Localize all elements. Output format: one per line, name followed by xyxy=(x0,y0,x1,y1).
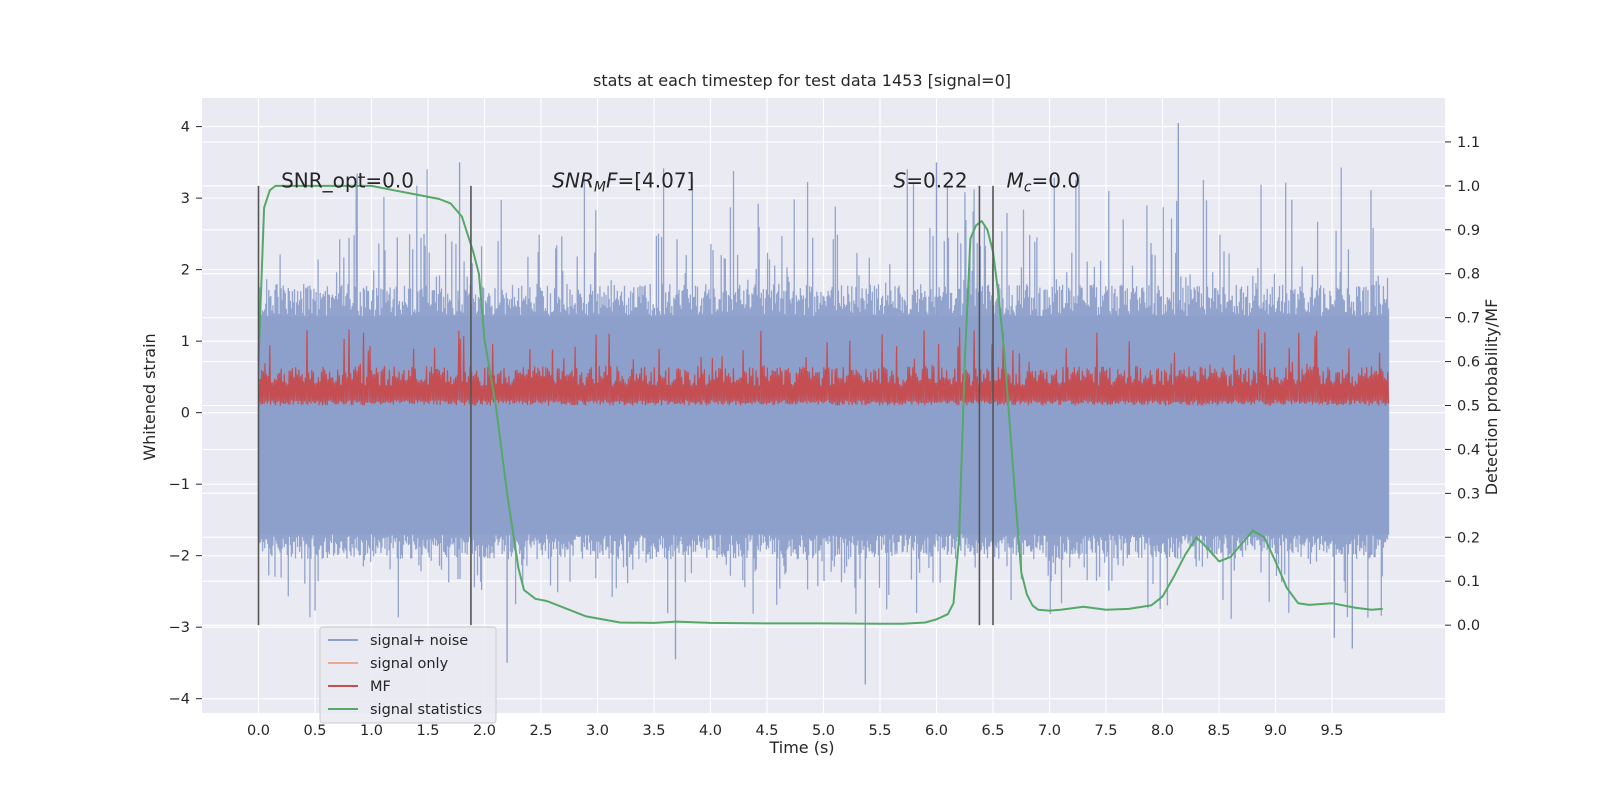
signal-noise-layer xyxy=(257,123,1390,685)
x-tick-label: 2.0 xyxy=(473,723,496,739)
y-ticks-right: 1.1 1.0 0.9 0.8 0.7 0.6 0.5 0.4 0.3 0.2 0.1 0.0 xyxy=(1445,135,1480,634)
y-tick-label-right: 0.2 xyxy=(1457,530,1480,546)
legend-box xyxy=(319,626,497,724)
y-tick-label-right: 0.0 xyxy=(1457,618,1480,634)
legend-label-mf: MF xyxy=(370,679,391,695)
x-axis-label: Time (s) xyxy=(768,738,834,757)
x-tick-label: 7.0 xyxy=(1038,723,1061,739)
annotation-s: S=0.22 xyxy=(894,168,968,192)
y-tick-label-left: −4 xyxy=(169,692,190,708)
x-tick-label: 7.5 xyxy=(1094,723,1117,739)
y-tick-label-left: 0 xyxy=(181,406,190,422)
y-tick-label-left: −2 xyxy=(169,549,190,565)
y-tick-label-right: 0.9 xyxy=(1457,223,1480,239)
signal-noise-spikes xyxy=(458,123,1353,685)
y-tick-label-left: 3 xyxy=(181,191,190,207)
x-ticks: 0.0 0.5 1.0 1.5 2.0 2.5 3.0 3.5 4.0 4.5 5.0 5.5 6.0 6… xyxy=(247,723,1344,739)
legend-label-signal-only: signal only xyxy=(370,656,449,672)
y-tick-label-right: 0.3 xyxy=(1457,486,1480,502)
annotation-snr-opt: SNR_opt=0.0 xyxy=(281,168,414,192)
x-tick-label: 4.0 xyxy=(699,723,722,739)
x-tick-label: 3.0 xyxy=(586,723,609,739)
y-tick-label-left: 1 xyxy=(181,334,190,350)
y-tick-label-right: 0.7 xyxy=(1457,311,1480,327)
y-tick-label-right: 0.1 xyxy=(1457,574,1480,590)
y-tick-label-left: 4 xyxy=(181,120,190,136)
vline-layer xyxy=(257,185,994,626)
chart-title: stats at each timestep for test data 145… xyxy=(593,71,1011,90)
x-tick-label: 3.5 xyxy=(642,723,665,739)
legend: signal+ noise signal only MF signal stat… xyxy=(319,626,497,724)
legend-label-signal-noise: signal+ noise xyxy=(370,633,468,649)
x-tick-label: 6.5 xyxy=(981,723,1004,739)
y-ticks-left: 4 3 2 1 0 −1 −2 −3 −4 xyxy=(169,120,202,708)
x-tick-label: 8.0 xyxy=(1151,723,1174,739)
signal-statistics-layer xyxy=(257,184,1383,625)
annotation-snr-mf: SNRMF=[4.07] xyxy=(552,168,694,195)
x-tick-label: 0.0 xyxy=(247,723,270,739)
annotation-mc: Mc=0.0 xyxy=(1007,168,1081,195)
signal-noise-core xyxy=(258,316,1389,535)
x-tick-label: 4.5 xyxy=(755,723,778,739)
x-tick-label: 9.5 xyxy=(1320,723,1343,739)
y-axis-label-right: Detection probability/MF xyxy=(1482,299,1501,496)
y-tick-label-right: 0.4 xyxy=(1457,442,1480,458)
x-tick-label: 2.5 xyxy=(529,723,552,739)
y-tick-label-right: 0.5 xyxy=(1457,399,1480,415)
x-tick-label: 8.5 xyxy=(1207,723,1230,739)
y-tick-label-left: −3 xyxy=(169,620,190,636)
x-tick-label: 0.5 xyxy=(303,723,326,739)
mf-trace xyxy=(257,327,1390,406)
x-tick-label: 6.0 xyxy=(925,723,948,739)
x-tick-label: 1.0 xyxy=(360,723,383,739)
mf-layer xyxy=(257,327,1390,406)
signal-statistics-trace xyxy=(257,184,1383,625)
y-tick-label-right: 1.0 xyxy=(1457,179,1480,195)
y-tick-label-right: 0.6 xyxy=(1457,355,1480,371)
x-tick-label: 5.5 xyxy=(868,723,891,739)
y-axis-label-left: Whitened strain xyxy=(140,333,159,460)
annotations: SNR_opt=0.0 SNRMF=[4.07] S=0.22 Mc=0.0 xyxy=(281,168,1080,195)
x-tick-label: 9.0 xyxy=(1264,723,1287,739)
y-tick-label-left: 2 xyxy=(181,263,190,279)
y-tick-label-left: −1 xyxy=(169,477,190,493)
x-tick-label: 1.5 xyxy=(416,723,439,739)
legend-label-signal-statistics: signal statistics xyxy=(370,702,482,718)
y-tick-label-right: 1.1 xyxy=(1457,135,1480,151)
x-tick-label: 5.0 xyxy=(812,723,835,739)
y-tick-label-right: 0.8 xyxy=(1457,267,1480,283)
